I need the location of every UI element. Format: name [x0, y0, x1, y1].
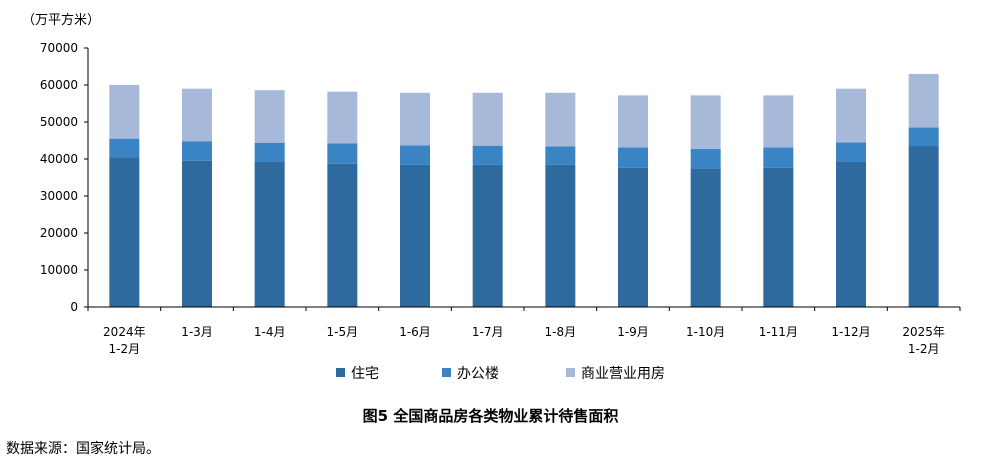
y-axis-unit: （万平方米）: [22, 12, 100, 28]
y-tick-label: 60000: [40, 78, 78, 92]
bar-segment-1: [618, 167, 648, 307]
x-tick-label: 1-7月: [472, 325, 504, 339]
bar-segment-2: [908, 127, 939, 147]
bar-segment-3: [109, 85, 140, 139]
x-tick-label: 1-6月: [399, 325, 431, 339]
bar-segment-1: [763, 167, 794, 307]
legend: 住宅 办公楼 商业营业用房: [336, 366, 665, 382]
bar-segment-3: [254, 90, 285, 143]
legend-label-2: 办公楼: [457, 366, 499, 382]
stacked-bar-chart: （万平方米） 0 10000 20000 30000 40000 50000 60000 70…: [22, 12, 961, 382]
x-tick-label: 1-9月: [617, 325, 649, 339]
x-tick-label: 1-12月: [831, 325, 870, 339]
y-tick-label: 40000: [40, 152, 78, 166]
bar-segment-1: [690, 168, 721, 307]
bar-segment-1: [109, 157, 140, 307]
legend-label-3: 商业营业用房: [581, 366, 665, 382]
legend-swatch-1: [336, 368, 345, 377]
bar-segment-3: [836, 88, 866, 143]
y-tick-label: 20000: [40, 226, 78, 240]
legend-swatch-2: [442, 368, 451, 377]
chart-title: 图5 全国商品房各类物业累计待售面积: [362, 407, 619, 425]
bar-segment-3: [908, 73, 939, 128]
x-axis: 2024年 1-2月 1-3月 1-4月 1-5月 1-6月 1-7月 1-8月 1-9月 1-1…: [87, 306, 961, 356]
bar-segment-3: [400, 92, 430, 146]
y-tick-label: 70000: [40, 41, 78, 55]
y-tick-label: 10000: [40, 263, 78, 277]
x-tick-label: 1-4月: [254, 325, 286, 339]
bar-segment-3: [618, 95, 648, 148]
bar-segment-1: [254, 161, 285, 307]
x-tick-label: 1-11月: [759, 325, 798, 339]
x-tick-label: 1-10月: [686, 325, 725, 339]
bar-segment-2: [254, 142, 285, 162]
x-tick-label: 2024年: [103, 325, 146, 339]
bar-segment-3: [763, 95, 794, 148]
legend-swatch-3: [566, 368, 575, 377]
bar-segment-3: [327, 91, 358, 144]
source-note: 数据来源：国家统计局。: [6, 441, 160, 457]
y-tick-label: 50000: [40, 115, 78, 129]
y-axis: 0 10000 20000 30000 40000 50000 60000 70000: [40, 41, 89, 314]
bar-segment-3: [472, 92, 503, 146]
bar-segment-1: [327, 163, 358, 307]
bar-segment-2: [763, 147, 794, 168]
bar-segment-1: [908, 146, 939, 307]
bar-segment-2: [618, 147, 648, 168]
bar-segment-3: [545, 92, 576, 147]
bar-segment-3: [182, 88, 212, 142]
bar-segment-2: [182, 141, 212, 161]
bar-segment-2: [472, 145, 503, 165]
x-tick-label: 1-5月: [327, 325, 359, 339]
bars: [109, 73, 939, 307]
bar-segment-2: [109, 138, 140, 158]
bar-segment-2: [545, 146, 576, 165]
bar-segment-2: [327, 143, 358, 164]
x-tick-label: 2025年: [902, 325, 945, 339]
legend-label-1: 住宅: [351, 366, 379, 382]
bar-segment-1: [182, 160, 212, 307]
bar-segment-2: [836, 142, 866, 162]
bar-segment-1: [400, 164, 430, 307]
bar-segment-1: [545, 164, 576, 307]
y-tick-label: 30000: [40, 189, 78, 203]
bar-segment-1: [472, 164, 503, 307]
bar-segment-3: [690, 95, 721, 150]
bar-segment-1: [836, 161, 866, 307]
bar-segment-2: [690, 149, 721, 169]
x-tick-label: 1-8月: [545, 325, 577, 339]
x-tick-label: 1-2月: [908, 342, 940, 356]
x-tick-label: 1-3月: [181, 325, 213, 339]
y-tick-label: 0: [70, 300, 78, 314]
bar-segment-2: [400, 145, 430, 165]
x-tick-label: 1-2月: [109, 342, 141, 356]
